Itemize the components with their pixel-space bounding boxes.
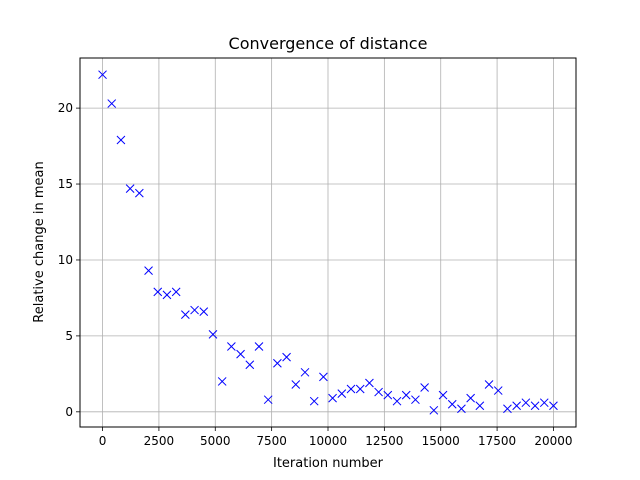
data-point-marker: [328, 393, 337, 403]
data-point-marker: [245, 360, 255, 370]
data-point-marker: [254, 342, 264, 351]
data-point-marker: [549, 401, 558, 411]
x-tick-label: 12500: [365, 434, 403, 448]
y-tick-label: 20: [58, 101, 73, 115]
data-point-marker: [291, 380, 301, 389]
axis-ticks: 0 2500 5000 7500 10000 12500 15000 17500 20000 0 5…: [58, 101, 573, 448]
data-point-marker: [181, 310, 190, 319]
x-tick-label: 10000: [309, 434, 347, 448]
chart-title: Convergence of distance: [229, 34, 428, 53]
data-point-marker: [273, 358, 282, 368]
data-point-marker: [493, 386, 503, 395]
x-tick-label: 0: [99, 434, 107, 448]
data-point-marker: [420, 383, 429, 392]
data-point-marker: [512, 401, 521, 411]
data-point-marker: [144, 266, 153, 275]
data-point-marker: [282, 352, 291, 362]
x-tick-label: 5000: [200, 434, 231, 448]
data-point-marker: [438, 390, 448, 400]
data-point-marker: [475, 401, 485, 411]
data-point-marker: [171, 287, 181, 297]
data-point-marker: [346, 384, 356, 394]
data-point-marker: [411, 395, 420, 405]
data-point-marker: [539, 398, 549, 408]
data-point-marker: [199, 307, 209, 316]
grid-lines: [80, 58, 576, 427]
y-tick-label: 5: [65, 329, 73, 343]
data-point-marker: [125, 184, 135, 193]
x-tick-label: 15000: [422, 434, 460, 448]
data-point-marker: [134, 188, 144, 198]
data-point-marker: [107, 99, 117, 108]
data-point-marker: [236, 349, 245, 359]
data-point-marker: [300, 367, 310, 377]
y-axis-label: Relative change in mean: [32, 161, 47, 322]
y-tick-label: 0: [65, 405, 73, 419]
y-tick-label: 15: [58, 177, 73, 191]
x-axis-label: Iteration number: [273, 456, 384, 471]
data-markers: [98, 70, 558, 415]
y-tick-label: 10: [58, 253, 73, 267]
data-point-marker: [466, 393, 475, 403]
data-point-marker: [392, 396, 402, 406]
data-point-marker: [162, 290, 172, 300]
data-point-marker: [319, 372, 328, 382]
data-point-marker: [457, 404, 466, 414]
data-point-marker: [521, 398, 531, 408]
data-point-marker: [208, 330, 218, 339]
x-tick-label: 2500: [144, 434, 175, 448]
data-point-marker: [503, 404, 512, 414]
data-point-marker: [374, 387, 383, 397]
data-point-marker: [116, 135, 126, 145]
data-point-marker: [484, 380, 494, 389]
data-point-marker: [227, 342, 236, 351]
data-point-marker: [309, 396, 319, 406]
data-point-marker: [447, 399, 457, 409]
data-point-marker: [355, 384, 365, 394]
data-point-marker: [190, 305, 199, 315]
data-point-marker: [153, 287, 163, 297]
x-tick-label: 7500: [256, 434, 287, 448]
data-point-marker: [401, 390, 411, 400]
data-point-marker: [530, 401, 540, 411]
data-point-marker: [337, 389, 347, 398]
x-tick-label: 20000: [534, 434, 572, 448]
data-point-marker: [429, 405, 439, 415]
data-point-marker: [383, 390, 393, 400]
data-point-marker: [98, 70, 107, 80]
data-point-marker: [263, 395, 273, 405]
data-point-marker: [365, 378, 374, 388]
data-point-marker: [217, 377, 227, 386]
x-tick-label: 17500: [478, 434, 516, 448]
